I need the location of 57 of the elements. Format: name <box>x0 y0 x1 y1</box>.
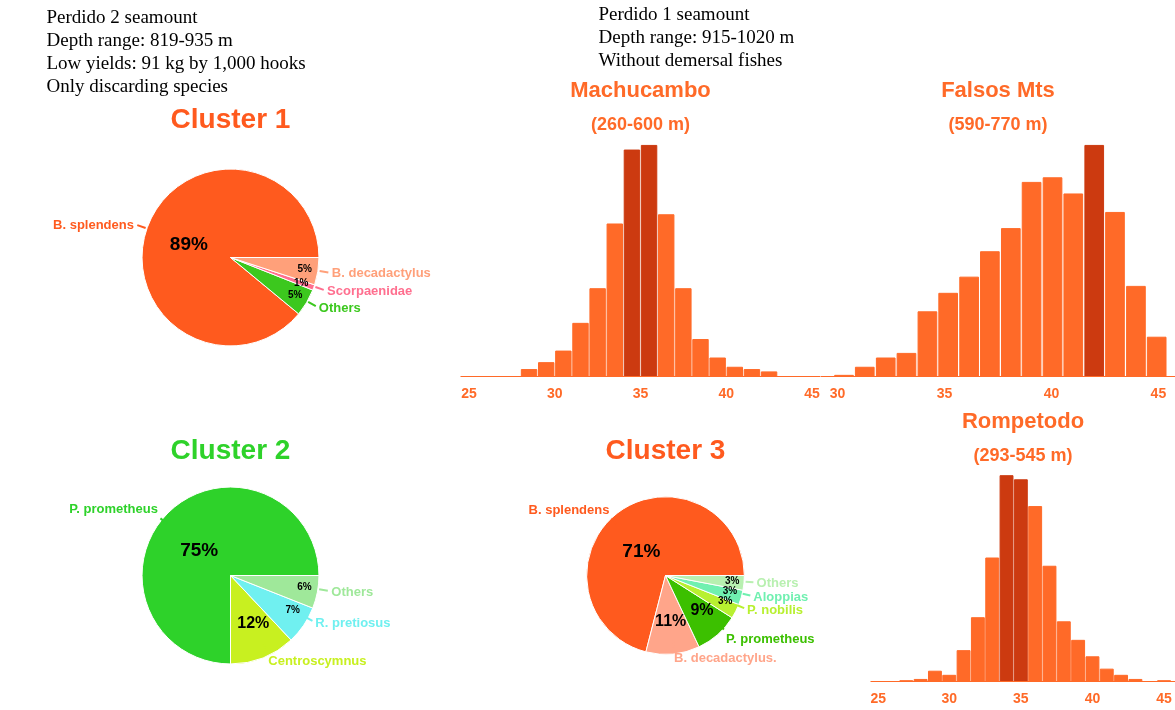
chart-subtitle: (590-770 m) <box>948 113 1048 134</box>
slice-label: Scorpaenidae <box>327 283 413 299</box>
chart-title: Rompetodo <box>961 407 1085 433</box>
x-tick-label: 35 <box>936 384 953 401</box>
x-tick-label: 25 <box>870 689 887 706</box>
data-label: 5% <box>297 263 313 275</box>
slice-label: B. decadactylus. <box>674 649 777 665</box>
chart-title: Cluster 3 <box>605 433 726 465</box>
text: Perdido 2 seamount <box>46 5 199 27</box>
x-tick-label: 35 <box>632 384 649 401</box>
x-tick-label: 40 <box>1084 689 1101 706</box>
x-tick-label: 30 <box>941 689 958 706</box>
data-label: 1% <box>294 276 309 288</box>
x-tick-label: 35 <box>1013 689 1029 706</box>
x-tick-label: 40 <box>1043 384 1060 401</box>
data-label: 9% <box>690 600 714 618</box>
x-tick-label: 45 <box>804 384 820 401</box>
text: Depth range: 915-1020 m <box>598 25 795 47</box>
x-tick-label: 45 <box>1150 384 1167 401</box>
slice-label: R. pretiosus <box>315 615 391 631</box>
data-label: 11% <box>655 611 687 629</box>
data-label: 71% <box>622 539 661 561</box>
bar <box>1084 144 1105 377</box>
data-label: 3% <box>725 575 740 587</box>
data-label: 89% <box>169 232 208 254</box>
text: Without demersal fishes <box>598 48 783 70</box>
slice-label: Others <box>331 583 374 599</box>
data-label: 3% <box>722 585 738 597</box>
text: Depth range: 819-935 m <box>46 28 233 50</box>
chart-subtitle: (260-600 m) <box>590 113 691 134</box>
chart-title: Cluster 2 <box>170 433 291 465</box>
x-tick-label: 30 <box>829 384 846 401</box>
x-tick-label: 25 <box>461 384 478 401</box>
data-label: 5% <box>287 288 303 300</box>
slice-label: Others <box>756 575 799 591</box>
data-label: 12% <box>237 613 270 631</box>
x-tick-label: 30 <box>547 384 563 401</box>
slice-label: Centroscymnus <box>268 653 367 669</box>
chart-title: Machucambo <box>570 76 711 102</box>
text: Low yields: 91 kg by 1,000 hooks <box>46 51 306 73</box>
chart-title: Cluster 1 <box>170 102 291 134</box>
slice-label: B. splendens <box>528 501 610 517</box>
text: Only discarding species <box>46 74 229 96</box>
data-label: 6% <box>297 581 312 593</box>
chart-title: Falsos Mts <box>941 76 1055 102</box>
x-tick-label: 45 <box>1156 689 1173 706</box>
data-label: 7% <box>285 604 301 616</box>
slice-label: P. prometheus <box>69 501 158 517</box>
slice-label: P. prometheus <box>725 631 815 647</box>
x-tick-label: 40 <box>718 384 735 401</box>
slice-label: Others <box>318 300 361 316</box>
slice-label: B. splendens <box>53 216 134 232</box>
slice-label: Aloppias <box>753 588 809 604</box>
text: Perdido 1 seamount <box>598 2 751 24</box>
data-label: 75% <box>180 539 219 561</box>
chart-subtitle: (293-545 m) <box>973 444 1073 465</box>
slice-label: B. decadactylus <box>331 265 431 281</box>
